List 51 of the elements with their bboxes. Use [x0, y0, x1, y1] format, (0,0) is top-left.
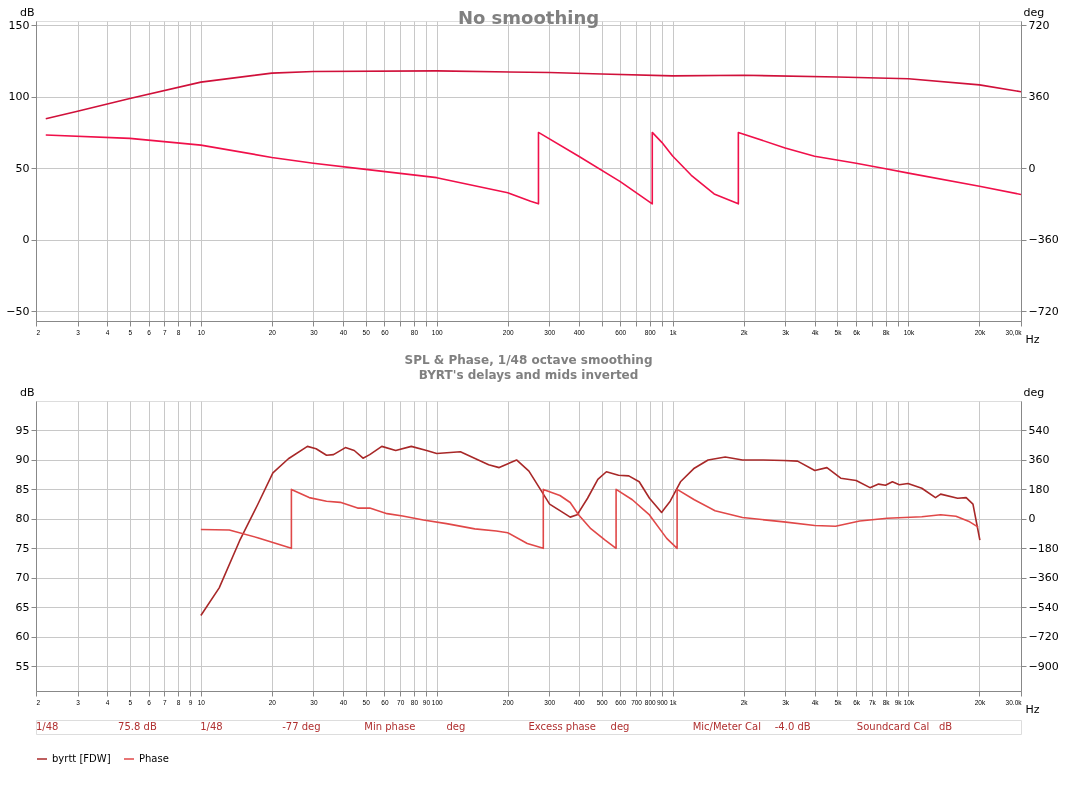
text: -77 deg: [282, 721, 321, 732]
y-tick-label: 75: [15, 541, 30, 555]
y-tick-label: 55: [15, 659, 30, 673]
text: 75.8 dB: [118, 721, 157, 732]
chart-title: No smoothing: [457, 7, 600, 28]
y-tick-label: 70: [15, 571, 30, 585]
x-axis-title: Hz: [1025, 702, 1040, 716]
legend-label: Phase: [139, 753, 169, 764]
text: Mic/Meter Cal: [692, 721, 761, 732]
text: dB: [938, 721, 953, 732]
y-tick-label: −50: [6, 304, 30, 318]
y2-tick-label: −540: [1028, 600, 1059, 614]
y2-tick-label: −360: [1028, 571, 1059, 585]
y2-tick-label: −360: [1028, 233, 1059, 247]
y-tick-label: 150: [8, 18, 30, 32]
text: 1/48: [200, 721, 223, 732]
y-tick-label: 0: [22, 233, 30, 247]
y-tick-label: 85: [15, 482, 30, 496]
y2-tick-label: −720: [1028, 304, 1059, 318]
chart-title: SPL & Phase, 1/48 octave smoothing: [404, 353, 653, 367]
y2-axis-title: deg: [1023, 385, 1045, 399]
y2-axis-title: deg: [1023, 5, 1045, 19]
text: 1/48: [36, 721, 59, 732]
y-tick-label: 50: [15, 161, 30, 175]
y2-tick-label: 0: [1028, 161, 1036, 175]
text: Excess phase: [528, 721, 596, 732]
y-tick-label: 90: [15, 453, 30, 467]
y-tick-label: 60: [15, 630, 30, 644]
y2-tick-label: 540: [1028, 423, 1050, 437]
chart-subtitle: BYRT's delays and mids inverted: [418, 368, 639, 382]
y-tick-label: 65: [15, 600, 30, 614]
y-tick-label: 95: [15, 423, 30, 437]
x-axis-title: Hz: [1025, 332, 1040, 346]
text: deg: [446, 721, 466, 732]
y2-tick-label: 720: [1028, 18, 1050, 32]
text: Soundcard Cal: [856, 721, 930, 732]
y2-tick-label: 360: [1028, 453, 1050, 467]
text: -4.0 dB: [774, 721, 811, 732]
y2-tick-label: 0: [1028, 512, 1036, 526]
y-axis-title: dB: [19, 5, 35, 19]
text: Min phase: [364, 721, 416, 732]
legend-label: byrtt [FDW]: [52, 753, 111, 764]
y2-tick-label: −900: [1028, 659, 1059, 673]
y-tick-label: 100: [8, 90, 30, 104]
y-axis-title: dB: [19, 385, 35, 399]
y2-tick-label: 180: [1028, 482, 1050, 496]
y2-tick-label: −180: [1028, 541, 1059, 555]
y-tick-label: 80: [15, 512, 30, 526]
y2-tick-label: −720: [1028, 630, 1059, 644]
y2-tick-label: 360: [1028, 90, 1050, 104]
text: deg: [610, 721, 630, 732]
